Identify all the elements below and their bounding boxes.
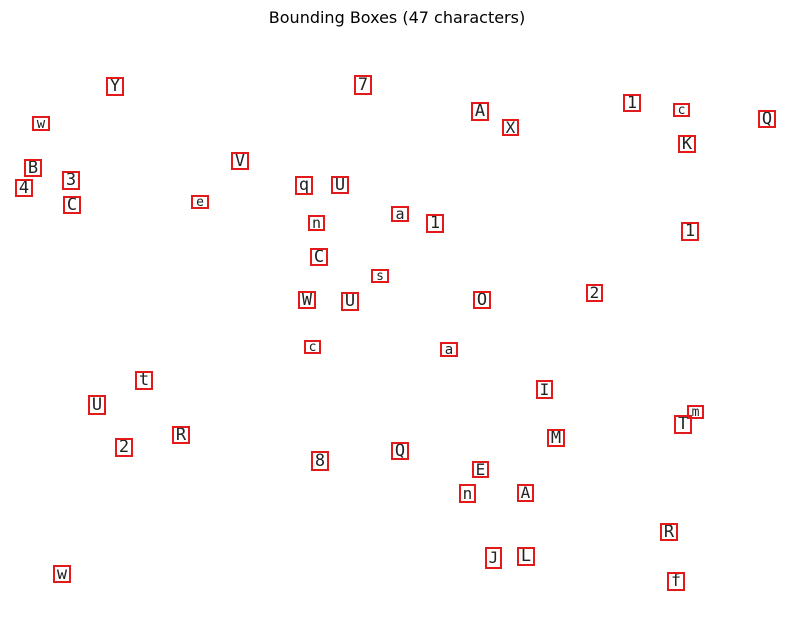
char-box: m bbox=[687, 405, 704, 419]
char-box: R bbox=[172, 426, 190, 444]
char-box: q bbox=[295, 176, 313, 195]
char-box: a bbox=[440, 342, 458, 357]
char-box: O bbox=[473, 291, 491, 309]
char-box: I bbox=[536, 380, 553, 399]
char-box: Q bbox=[758, 110, 776, 128]
char-box: s bbox=[371, 269, 389, 283]
char-box: e bbox=[191, 195, 209, 209]
char-box: C bbox=[63, 196, 81, 214]
char-box: W bbox=[298, 291, 316, 309]
char-box: R bbox=[660, 523, 678, 541]
char-box: w bbox=[53, 565, 71, 583]
char-box: t bbox=[135, 371, 153, 390]
char-box: 1 bbox=[681, 222, 699, 241]
char-box: L bbox=[517, 547, 535, 566]
chart-title: Bounding Boxes (47 characters) bbox=[268, 8, 526, 27]
char-box: E bbox=[472, 461, 489, 478]
char-box: V bbox=[231, 152, 249, 170]
char-box: X bbox=[502, 119, 519, 136]
char-box: f bbox=[667, 572, 685, 591]
char-box: 2 bbox=[586, 284, 603, 302]
char-box: 2 bbox=[115, 438, 133, 457]
char-box: U bbox=[88, 395, 106, 415]
char-box: A bbox=[517, 484, 534, 502]
char-box: c bbox=[673, 103, 690, 117]
char-box: 1 bbox=[426, 214, 444, 233]
char-box: A bbox=[471, 102, 489, 121]
char-box: Q bbox=[391, 442, 409, 460]
char-box: M bbox=[547, 429, 565, 447]
char-box: w bbox=[32, 116, 50, 131]
char-box: U bbox=[331, 176, 349, 194]
char-box: 1 bbox=[623, 94, 641, 112]
char-box: T bbox=[674, 415, 692, 434]
char-box: 3 bbox=[62, 171, 80, 190]
char-box: n bbox=[459, 484, 476, 503]
char-box: 7 bbox=[354, 75, 372, 95]
char-box: J bbox=[485, 547, 502, 569]
char-box: n bbox=[308, 215, 325, 231]
char-box: c bbox=[304, 340, 321, 354]
char-box: C bbox=[310, 248, 328, 266]
char-box: Y bbox=[106, 77, 124, 96]
char-box: 4 bbox=[15, 179, 33, 197]
char-box: K bbox=[678, 135, 696, 153]
char-box: 8 bbox=[311, 451, 329, 471]
char-box: B bbox=[24, 159, 42, 177]
char-box: U bbox=[341, 292, 359, 311]
char-box: a bbox=[391, 206, 409, 222]
